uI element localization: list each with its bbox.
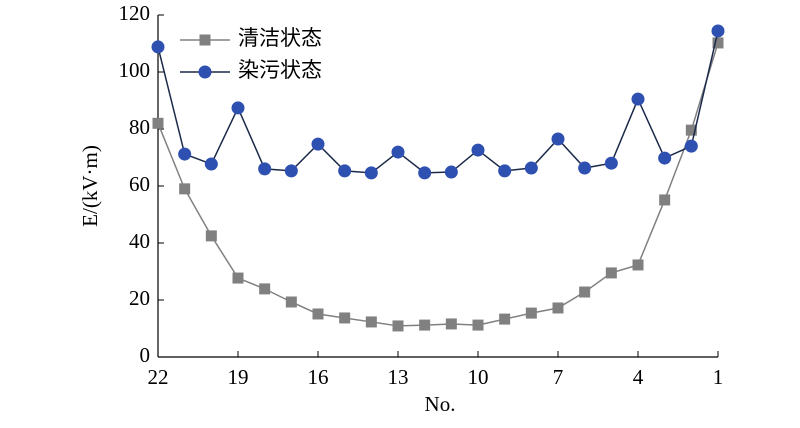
marker: [205, 230, 217, 242]
x-tick-label: 1: [713, 365, 724, 389]
x-tick-label: 10: [468, 365, 489, 389]
marker: [312, 308, 324, 320]
marker: [178, 147, 192, 161]
y-tick-label: 0: [140, 343, 151, 367]
marker: [179, 183, 191, 195]
marker: [445, 318, 457, 330]
marker: [685, 124, 697, 136]
marker: [605, 267, 617, 279]
marker: [631, 92, 645, 106]
series-line: [157, 30, 719, 174]
marker: [311, 137, 325, 151]
legend-label: 染污状态: [238, 58, 322, 82]
marker: [632, 259, 644, 271]
marker: [152, 117, 164, 129]
marker: [712, 37, 724, 49]
marker: [684, 139, 698, 153]
y-tick-label: 80: [129, 115, 150, 139]
marker: [284, 164, 298, 178]
marker: [258, 162, 272, 176]
marker: [472, 319, 484, 331]
marker: [391, 145, 405, 159]
x-tick-label: 19: [228, 365, 249, 389]
marker: [711, 24, 725, 38]
marker: [579, 286, 591, 298]
marker: [498, 164, 512, 178]
marker: [231, 101, 245, 115]
x-axis-label: No.: [425, 392, 456, 416]
marker: [339, 312, 351, 324]
marker: [259, 283, 271, 295]
marker: [551, 132, 565, 146]
x-tick-label: 16: [308, 365, 329, 389]
x-tick-label: 4: [633, 365, 644, 389]
series-line: [157, 42, 719, 327]
marker: [525, 307, 537, 319]
marker: [658, 151, 672, 165]
marker: [338, 164, 352, 178]
x-tick-label: 13: [388, 365, 409, 389]
marker: [659, 194, 671, 206]
marker: [499, 313, 511, 325]
marker: [365, 316, 377, 328]
marker: [552, 302, 564, 314]
marker: [392, 320, 404, 332]
y-tick-label: 20: [129, 286, 150, 310]
y-tick-label: 40: [129, 229, 150, 253]
marker: [204, 157, 218, 171]
marker: [524, 161, 538, 175]
marker: [232, 272, 244, 284]
x-tick-label: 7: [553, 365, 564, 389]
marker: [419, 319, 431, 331]
marker: [285, 296, 297, 308]
y-tick-label: 120: [119, 1, 151, 25]
marker: [444, 165, 458, 179]
marker: [471, 143, 485, 157]
marker: [578, 161, 592, 175]
marker: [604, 156, 618, 170]
marker: [418, 166, 432, 180]
y-tick-label: 60: [129, 172, 150, 196]
y-axis-label: E/(kV·m): [78, 145, 102, 227]
legend-marker: [199, 34, 211, 46]
y-tick-label: 100: [119, 58, 151, 82]
legend-marker: [198, 65, 212, 79]
legend-label: 清洁状态: [238, 26, 322, 50]
marker: [364, 166, 378, 180]
marker: [151, 40, 165, 54]
x-tick-label: 22: [148, 365, 169, 389]
